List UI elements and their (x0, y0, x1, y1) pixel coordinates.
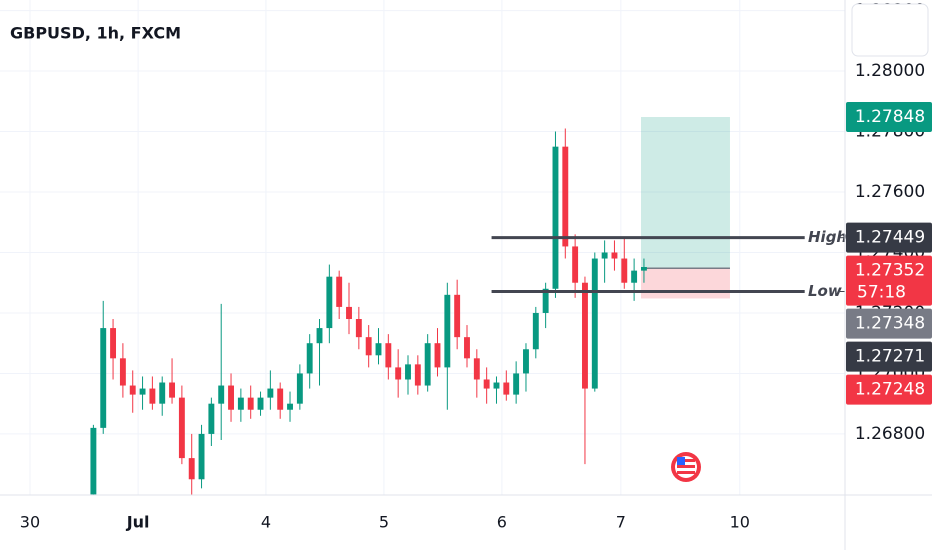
candle-body (228, 385, 234, 410)
candle-body (316, 328, 323, 344)
candle-body (434, 343, 441, 368)
price-badge-label: 1.27848 (855, 107, 925, 127)
candle-body (621, 258, 628, 283)
candle-body (257, 397, 264, 410)
x-tick-label: 30 (20, 513, 40, 532)
profit-zone (641, 117, 730, 269)
candle-body (405, 364, 411, 380)
x-tick-label: 6 (497, 513, 507, 532)
candle-body (493, 382, 500, 389)
candle-body (336, 276, 343, 307)
x-tick-label: Jul (126, 513, 150, 532)
candle-body (395, 367, 402, 380)
candle-body (375, 343, 382, 356)
x-tick-label: 5 (379, 513, 389, 532)
candle-body (424, 343, 431, 386)
y-tick-label: 1.28000 (855, 61, 925, 81)
candle-body (100, 328, 107, 428)
candle-body (542, 288, 549, 313)
price-badge (846, 102, 932, 133)
candle-body (591, 258, 598, 389)
countdown-label: 57:18 (857, 283, 906, 303)
candle-body (385, 343, 392, 368)
flag-icon (671, 452, 701, 482)
candle-body (90, 427, 97, 495)
grid (0, 0, 845, 495)
candle-body (444, 294, 451, 368)
candle-body (149, 388, 156, 404)
candle-body (513, 373, 520, 395)
candle-body (631, 270, 638, 283)
candle-body (129, 385, 136, 395)
y-tick-label: 1.27600 (855, 182, 925, 202)
candle-body (267, 388, 274, 398)
price-badge-label: 1.27248 (855, 380, 925, 400)
candle-body (346, 306, 352, 320)
candle-body (287, 403, 293, 410)
price-badge (846, 255, 932, 306)
candle-body (414, 364, 421, 386)
candle-body (296, 373, 303, 404)
candle-body (159, 382, 166, 404)
candle-body (169, 382, 175, 398)
candle-body (611, 252, 618, 259)
x-tick-label: 4 (261, 513, 271, 532)
candle-body (139, 388, 146, 395)
candle-body (572, 246, 579, 283)
x-tick-label: 10 (730, 513, 750, 532)
candle-body (208, 403, 215, 434)
price-badge-label: 1.27348 (855, 314, 925, 334)
candle-body (355, 319, 362, 338)
y-tick-label: 1.26800 (855, 424, 925, 444)
candle-body (188, 458, 195, 480)
candle-body (306, 343, 313, 374)
price-badge (846, 308, 932, 339)
candle-body (365, 337, 372, 356)
candle-body (119, 358, 126, 386)
candle-body (532, 312, 539, 350)
candle-body (523, 349, 529, 374)
plot-area: High Low (90, 117, 847, 495)
price-badge-label: 1.27271 (855, 347, 925, 367)
candle-body (582, 282, 588, 389)
candle-body (178, 397, 185, 459)
scale-button[interactable] (851, 3, 929, 57)
candle-body (464, 337, 470, 359)
loss-zone (641, 268, 730, 299)
price-badge (846, 222, 932, 253)
candle-body (552, 146, 559, 289)
candle-body (483, 379, 490, 389)
candle-body (247, 397, 254, 410)
candle-body (237, 397, 244, 410)
level-label: Low (808, 282, 842, 300)
price-badge (846, 374, 932, 405)
candle-body (503, 382, 510, 395)
candle-body (277, 388, 284, 410)
price-badge (846, 341, 932, 372)
candle-body (601, 252, 608, 259)
candle-body (473, 358, 480, 380)
candle-body (641, 267, 647, 271)
candle-body (454, 294, 461, 338)
price-badge-label: 1.27352 (855, 261, 925, 281)
chart-title: GBPUSD, 1h, FXCM (10, 24, 181, 43)
level-label: High (808, 228, 847, 246)
candle-body (562, 146, 569, 247)
x-tick-label: 7 (616, 513, 626, 532)
candle-body (198, 433, 205, 480)
candle-body (326, 276, 333, 329)
candle-body (218, 385, 225, 404)
candle-body (110, 328, 117, 359)
price-badge-label: 1.27449 (855, 228, 925, 248)
